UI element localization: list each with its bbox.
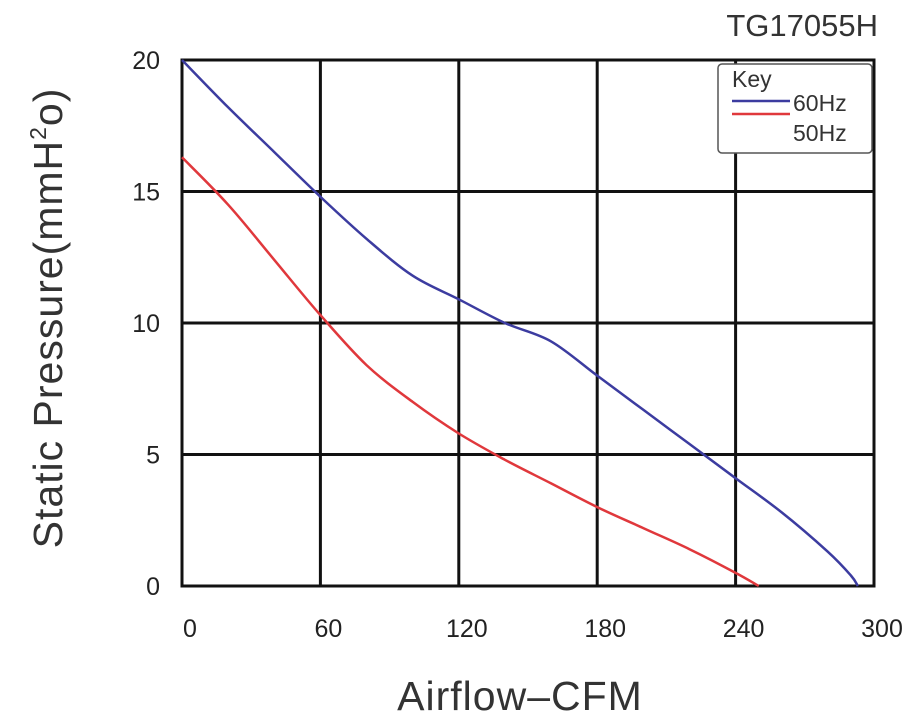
- y-axis-title-tail: o): [25, 88, 71, 126]
- x-tick-labels: 0 60 120 180 240 300: [183, 615, 903, 643]
- x-tick-label: 0: [183, 615, 197, 643]
- plot-frame: [180, 58, 876, 588]
- y-tick-label: 0: [146, 573, 160, 601]
- legend: Key 60Hz 50Hz: [717, 63, 873, 154]
- y-tick-label: 15: [132, 179, 160, 207]
- legend-title: Key: [732, 66, 772, 92]
- chart-title: TG17055H: [726, 8, 878, 43]
- legend-label-50hz: 50Hz: [793, 120, 847, 146]
- x-tick-label: 300: [861, 615, 903, 643]
- legend-box: [717, 63, 873, 154]
- y-axis-title: Static Pressure(mmH2o): [25, 88, 71, 549]
- x-tick-label: 240: [723, 615, 765, 643]
- x-axis-title: Airflow–CFM: [397, 673, 643, 719]
- y-tick-labels: 0 5 10 15 20: [132, 47, 160, 601]
- x-tick-label: 120: [446, 615, 488, 643]
- x-tick-label: 60: [314, 615, 342, 643]
- y-tick-label: 10: [132, 310, 160, 338]
- series-line-60hz: [181, 59, 859, 587]
- y-tick-label: 5: [146, 442, 160, 470]
- y-axis-title-superscript: 2: [25, 126, 51, 140]
- y-axis-title-main: Static Pressure(mmH: [25, 140, 71, 549]
- legend-label-60hz: 60Hz: [793, 90, 847, 116]
- y-tick-label: 20: [132, 47, 160, 75]
- series-lines: [181, 59, 859, 588]
- x-tick-label: 180: [584, 615, 626, 643]
- series-line-50hz: [181, 156, 760, 588]
